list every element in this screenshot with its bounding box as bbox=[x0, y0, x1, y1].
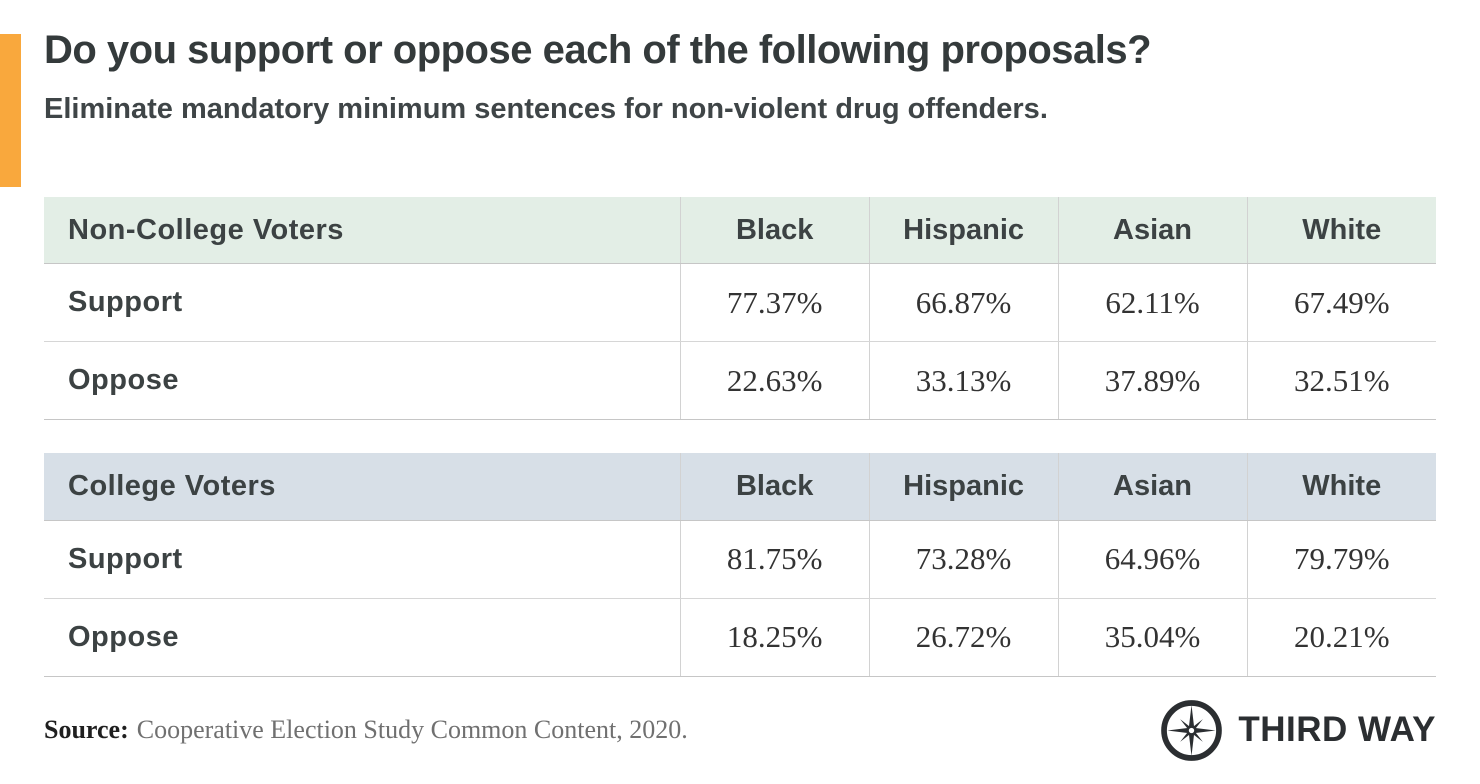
value-cell: 81.75% bbox=[680, 520, 870, 599]
table-row: Oppose 18.25% 26.72% 35.04% 20.21% bbox=[44, 598, 1436, 677]
column-header: Black bbox=[680, 196, 870, 265]
value-cell: 22.63% bbox=[680, 341, 870, 421]
value-cell: 66.87% bbox=[869, 263, 1059, 343]
value-cell: 35.04% bbox=[1058, 598, 1248, 677]
value-cell: 67.49% bbox=[1247, 263, 1436, 343]
group-label: Non-College Voters bbox=[44, 196, 681, 265]
row-label: Support bbox=[44, 520, 681, 599]
source-text: Cooperative Election Study Common Conten… bbox=[136, 715, 688, 745]
table-header-row: Non-College Voters Black Hispanic Asian … bbox=[44, 196, 1436, 265]
page-content: Do you support or oppose each of the fol… bbox=[0, 26, 1480, 764]
table-header-row: College Voters Black Hispanic Asian Whit… bbox=[44, 453, 1436, 521]
row-label: Oppose bbox=[44, 341, 681, 421]
table-row: Support 77.37% 66.87% 62.11% 67.49% bbox=[44, 263, 1436, 343]
value-cell: 33.13% bbox=[869, 341, 1059, 421]
column-header: White bbox=[1247, 453, 1436, 521]
page-title: Do you support or oppose each of the fol… bbox=[44, 28, 1152, 72]
table-non-college-voters: Non-College Voters Black Hispanic Asian … bbox=[44, 196, 1436, 421]
group-label: College Voters bbox=[44, 453, 681, 521]
row-label: Support bbox=[44, 263, 681, 343]
column-header: Asian bbox=[1058, 453, 1248, 521]
value-cell: 77.37% bbox=[680, 263, 870, 343]
value-cell: 32.51% bbox=[1247, 341, 1436, 421]
compass-icon bbox=[1161, 699, 1223, 761]
row-label: Oppose bbox=[44, 598, 681, 677]
value-cell: 64.96% bbox=[1058, 520, 1248, 599]
source-line: Source: Cooperative Election Study Common… bbox=[44, 715, 688, 745]
column-header: Black bbox=[680, 453, 870, 521]
third-way-logo: THIRD WAY bbox=[1158, 697, 1436, 764]
accent-bar bbox=[0, 34, 21, 187]
table-college-voters: College Voters Black Hispanic Asian Whit… bbox=[44, 453, 1436, 677]
footer: Source: Cooperative Election Study Common… bbox=[44, 697, 1436, 764]
column-header: Asian bbox=[1058, 196, 1248, 265]
value-cell: 20.21% bbox=[1247, 598, 1436, 677]
value-cell: 79.79% bbox=[1247, 520, 1436, 599]
value-cell: 37.89% bbox=[1058, 341, 1248, 421]
value-cell: 26.72% bbox=[869, 598, 1059, 677]
logo-text: THIRD WAY bbox=[1238, 710, 1436, 750]
source-label: Source: bbox=[44, 715, 129, 745]
column-header: Hispanic bbox=[869, 453, 1059, 521]
column-header: Hispanic bbox=[869, 196, 1059, 265]
table-row: Oppose 22.63% 33.13% 37.89% 32.51% bbox=[44, 341, 1436, 421]
page-subtitle: Eliminate mandatory minimum sentences fo… bbox=[44, 93, 1048, 125]
value-cell: 73.28% bbox=[869, 520, 1059, 599]
value-cell: 18.25% bbox=[680, 598, 870, 677]
value-cell: 62.11% bbox=[1058, 263, 1248, 343]
table-row: Support 81.75% 73.28% 64.96% 79.79% bbox=[44, 520, 1436, 599]
column-header: White bbox=[1247, 196, 1436, 265]
